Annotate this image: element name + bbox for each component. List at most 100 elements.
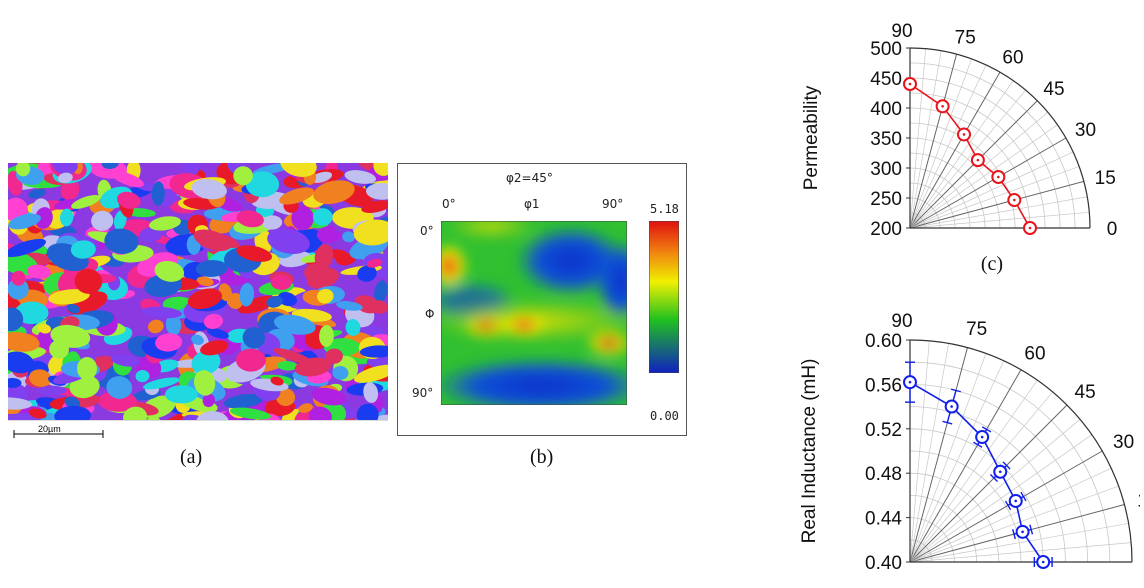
ebsd-grain [147,319,164,334]
ebsd-grain [11,270,26,286]
polar-grid-spoke [909,434,1093,563]
polar-r-tick-label: 0.48 [865,464,902,485]
polar-angle-label: 15 [1137,490,1140,511]
ebsd-grain [267,228,310,254]
ebsd-grain [8,278,29,300]
odf-y-end: 90° [412,386,434,400]
ebsd-grain [69,375,100,399]
ebsd-grain [277,360,298,371]
ebsd-grain [374,280,388,304]
ebsd-grain [143,377,180,390]
ebsd-grain [273,348,313,365]
ebsd-grain [91,210,114,231]
ebsd-grain [311,171,333,183]
error-cap [1020,491,1027,502]
polar-grid-spoke [909,50,942,229]
colorbar-min: 0.00 [650,409,679,423]
ebsd-grain [49,339,69,359]
caption-b: (b) [530,446,554,468]
ebsd-grain [8,238,46,258]
ebsd-grain [332,365,349,380]
ebsd-grain [187,288,223,310]
error-cap [981,426,992,433]
ebsd-grain [294,357,332,377]
polar-grid-spoke [909,523,1129,563]
ebsd-grain [373,163,388,176]
polar-r-tick-label: 500 [870,39,902,60]
ebsd-grain [110,353,140,367]
ebsd-grain [206,327,229,339]
ebsd-grain [8,213,41,230]
polar-grid-spoke [909,211,1090,229]
ebsd-grain [135,369,150,383]
ebsd-grain [277,292,298,307]
data-point-center [1028,226,1032,230]
polar-chart-permeability: 200 250 300 350 400 450 500 0 15 30 45 60 75 90 Permea… [801,21,1117,275]
ebsd-grain [106,376,133,399]
ebsd-grain [238,295,277,314]
polar-chart-inductance: 0.400.440.480.520.560.600153045607590Rea… [799,311,1140,574]
polar-angle-label: 90 [891,311,912,332]
polar-grid-spoke [909,124,1058,229]
polar-r-tick-label: 250 [870,189,902,210]
ebsd-grain [111,171,144,188]
polar-angle-label: 90 [891,21,912,42]
ebsd-grain [52,163,78,175]
caption-a: (a) [180,446,203,468]
polar-r-tick-label: 450 [870,69,902,90]
ebsd-grain [48,289,90,305]
polar-grid-spoke [909,54,958,229]
ebsd-grain [218,283,232,302]
polar-angle-label: 60 [1024,343,1045,364]
polar-r-tick-label: 0.56 [865,375,902,396]
polar-r-tick-label: 0.40 [865,553,902,574]
ebsd-grain [196,276,214,287]
ebsd-grain [275,388,296,407]
polar-grid-spoke [909,404,1068,563]
odf-title: φ2=45° [506,171,553,185]
data-point-center [962,133,966,136]
error-cap [1004,500,1012,511]
polar-r-tick-label: 0.60 [865,331,902,352]
polar-grid-spoke [909,151,1074,229]
ebsd-grain [195,260,228,277]
ebsd-grain [359,345,388,358]
ebsd-grain [8,351,35,374]
ebsd-grain-image [8,163,388,442]
error-cap [989,473,999,483]
ebsd-grain [239,282,255,307]
ebsd-grain [76,357,98,380]
ebsd-grain [345,319,361,336]
ebsd-grain [27,264,51,279]
ebsd-grain [191,350,221,375]
polar-grid-spoke [909,196,1088,229]
polar-grid-spoke [909,340,930,563]
polar-grid-spoke [909,485,1119,563]
odf-panel: φ2=45° 0° φ1 90° 0° Φ 90° [397,163,687,436]
ebsd-grain [64,396,81,409]
ebsd-grain [193,370,216,396]
ebsd-grain [59,208,74,227]
ebsd-grain [304,263,335,286]
ebsd-grain [28,369,52,387]
polar-grid-spoke [909,166,1080,229]
ebsd-grain [279,187,315,205]
polar-r-tick-label: 0.52 [865,420,902,441]
ebsd-grain [34,207,53,229]
ebsd-grain [116,191,141,209]
polar-r-tick-label: 200 [870,219,902,240]
ebsd-grain [74,268,103,294]
ebsd-grain [236,245,273,262]
polar-r-tick-label: 0.44 [865,509,902,530]
ebsd-grain [8,307,24,332]
odf-colorbar [649,221,679,373]
odf-x-end: 90° [602,197,624,211]
ebsd-grain [242,327,266,349]
ebsd-grain [139,227,163,243]
polar-grid-spoke [909,180,1084,229]
polar-grid-spoke [909,379,1038,563]
ebsd-grain [8,332,40,352]
polar-r-tick-label: 400 [870,99,902,120]
data-point-center [1021,530,1024,534]
ebsd-grain [8,377,22,389]
